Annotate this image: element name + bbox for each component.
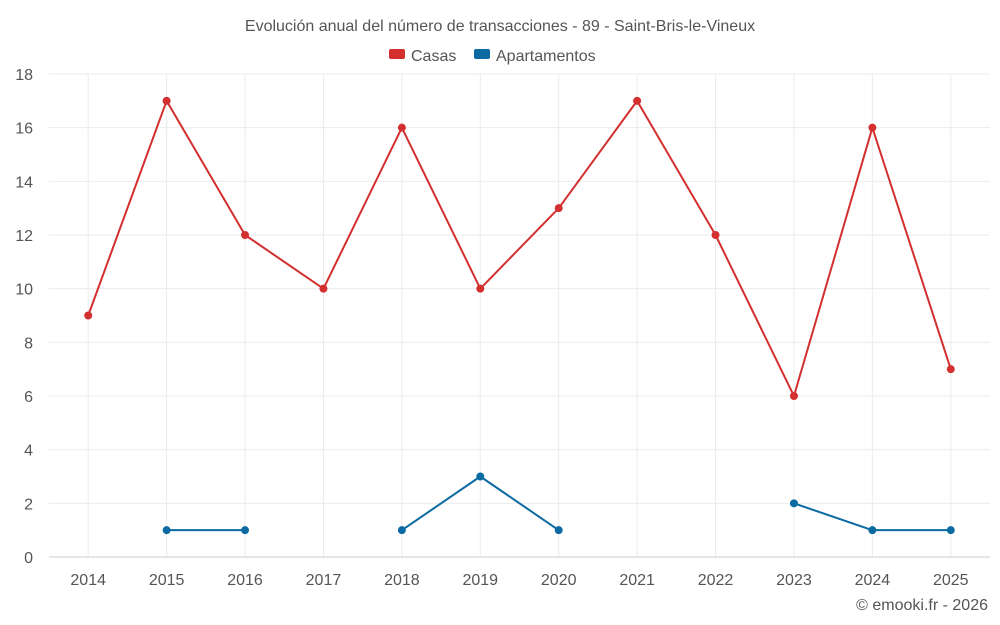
y-tick-label: 6: [24, 389, 33, 406]
x-tick-label: 2015: [149, 572, 185, 589]
x-tick-label: 2014: [70, 572, 106, 589]
x-tick-label: 2019: [462, 572, 498, 589]
legend-swatch-casas: [389, 49, 405, 59]
data-point-apartamentos[interactable]: [476, 472, 485, 481]
y-tick-label: 14: [15, 174, 33, 191]
x-tick-label: 2021: [619, 572, 655, 589]
y-tick-label: 10: [15, 282, 33, 299]
data-point-casas[interactable]: [633, 96, 642, 105]
data-point-apartamentos[interactable]: [946, 526, 955, 535]
data-point-apartamentos[interactable]: [162, 526, 171, 535]
y-tick-label: 4: [24, 443, 33, 460]
data-point-casas[interactable]: [711, 231, 720, 239]
series-apartamentos: [162, 472, 955, 535]
data-point-casas[interactable]: [397, 123, 406, 132]
data-point-apartamentos[interactable]: [397, 526, 406, 535]
y-tick-label: 12: [15, 228, 33, 245]
data-point-casas[interactable]: [319, 284, 328, 293]
data-point-casas[interactable]: [162, 96, 171, 105]
y-tick-label: 2: [24, 496, 33, 513]
data-point-apartamentos[interactable]: [868, 526, 877, 535]
chart-title: Evolución anual del número de transaccio…: [245, 18, 755, 35]
y-tick-label: 0: [24, 550, 33, 567]
series-casas: [84, 96, 955, 400]
legend-label-casas: Casas: [411, 48, 456, 65]
grid: [49, 73, 990, 557]
x-tick-label: 2024: [855, 572, 891, 589]
y-tick-label: 8: [24, 335, 33, 352]
legend-label-apartamentos: Apartamentos: [496, 48, 596, 65]
data-point-casas[interactable]: [868, 123, 877, 132]
x-tick-label: 2018: [384, 572, 420, 589]
x-tick-label: 2017: [306, 572, 342, 589]
credit-text: © emooki.fr - 2026: [856, 597, 988, 614]
data-point-apartamentos[interactable]: [554, 526, 563, 535]
data-point-casas[interactable]: [946, 365, 955, 374]
y-axis: 0 2 4 6 8 10 12 14 16 18: [15, 67, 33, 567]
series-line-casas: [87, 99, 952, 397]
data-point-apartamentos[interactable]: [789, 499, 798, 508]
x-tick-label: 2023: [776, 572, 812, 589]
x-axis: 2014 2015 2016 2017 2018 2019 2020 2021 2022 2023…: [49, 556, 990, 589]
data-point-casas[interactable]: [84, 311, 93, 320]
y-tick-label: 16: [15, 121, 33, 138]
x-tick-label: 2025: [933, 572, 969, 589]
legend-item-casas[interactable]: Casas: [389, 48, 456, 65]
data-point-apartamentos[interactable]: [241, 526, 250, 535]
data-point-casas[interactable]: [554, 204, 563, 213]
y-tick-label: 18: [15, 67, 33, 84]
legend-swatch-apartamentos: [474, 49, 490, 59]
series: [84, 96, 955, 535]
x-tick-label: 2016: [227, 572, 263, 589]
legend-item-apartamentos[interactable]: Apartamentos: [474, 48, 596, 65]
data-point-casas[interactable]: [476, 284, 485, 293]
data-point-casas[interactable]: [789, 392, 798, 400]
data-point-casas[interactable]: [241, 231, 250, 239]
legend: Casas Apartamentos: [389, 48, 596, 65]
x-tick-label: 2020: [541, 572, 577, 589]
x-tick-label: 2022: [698, 572, 734, 589]
